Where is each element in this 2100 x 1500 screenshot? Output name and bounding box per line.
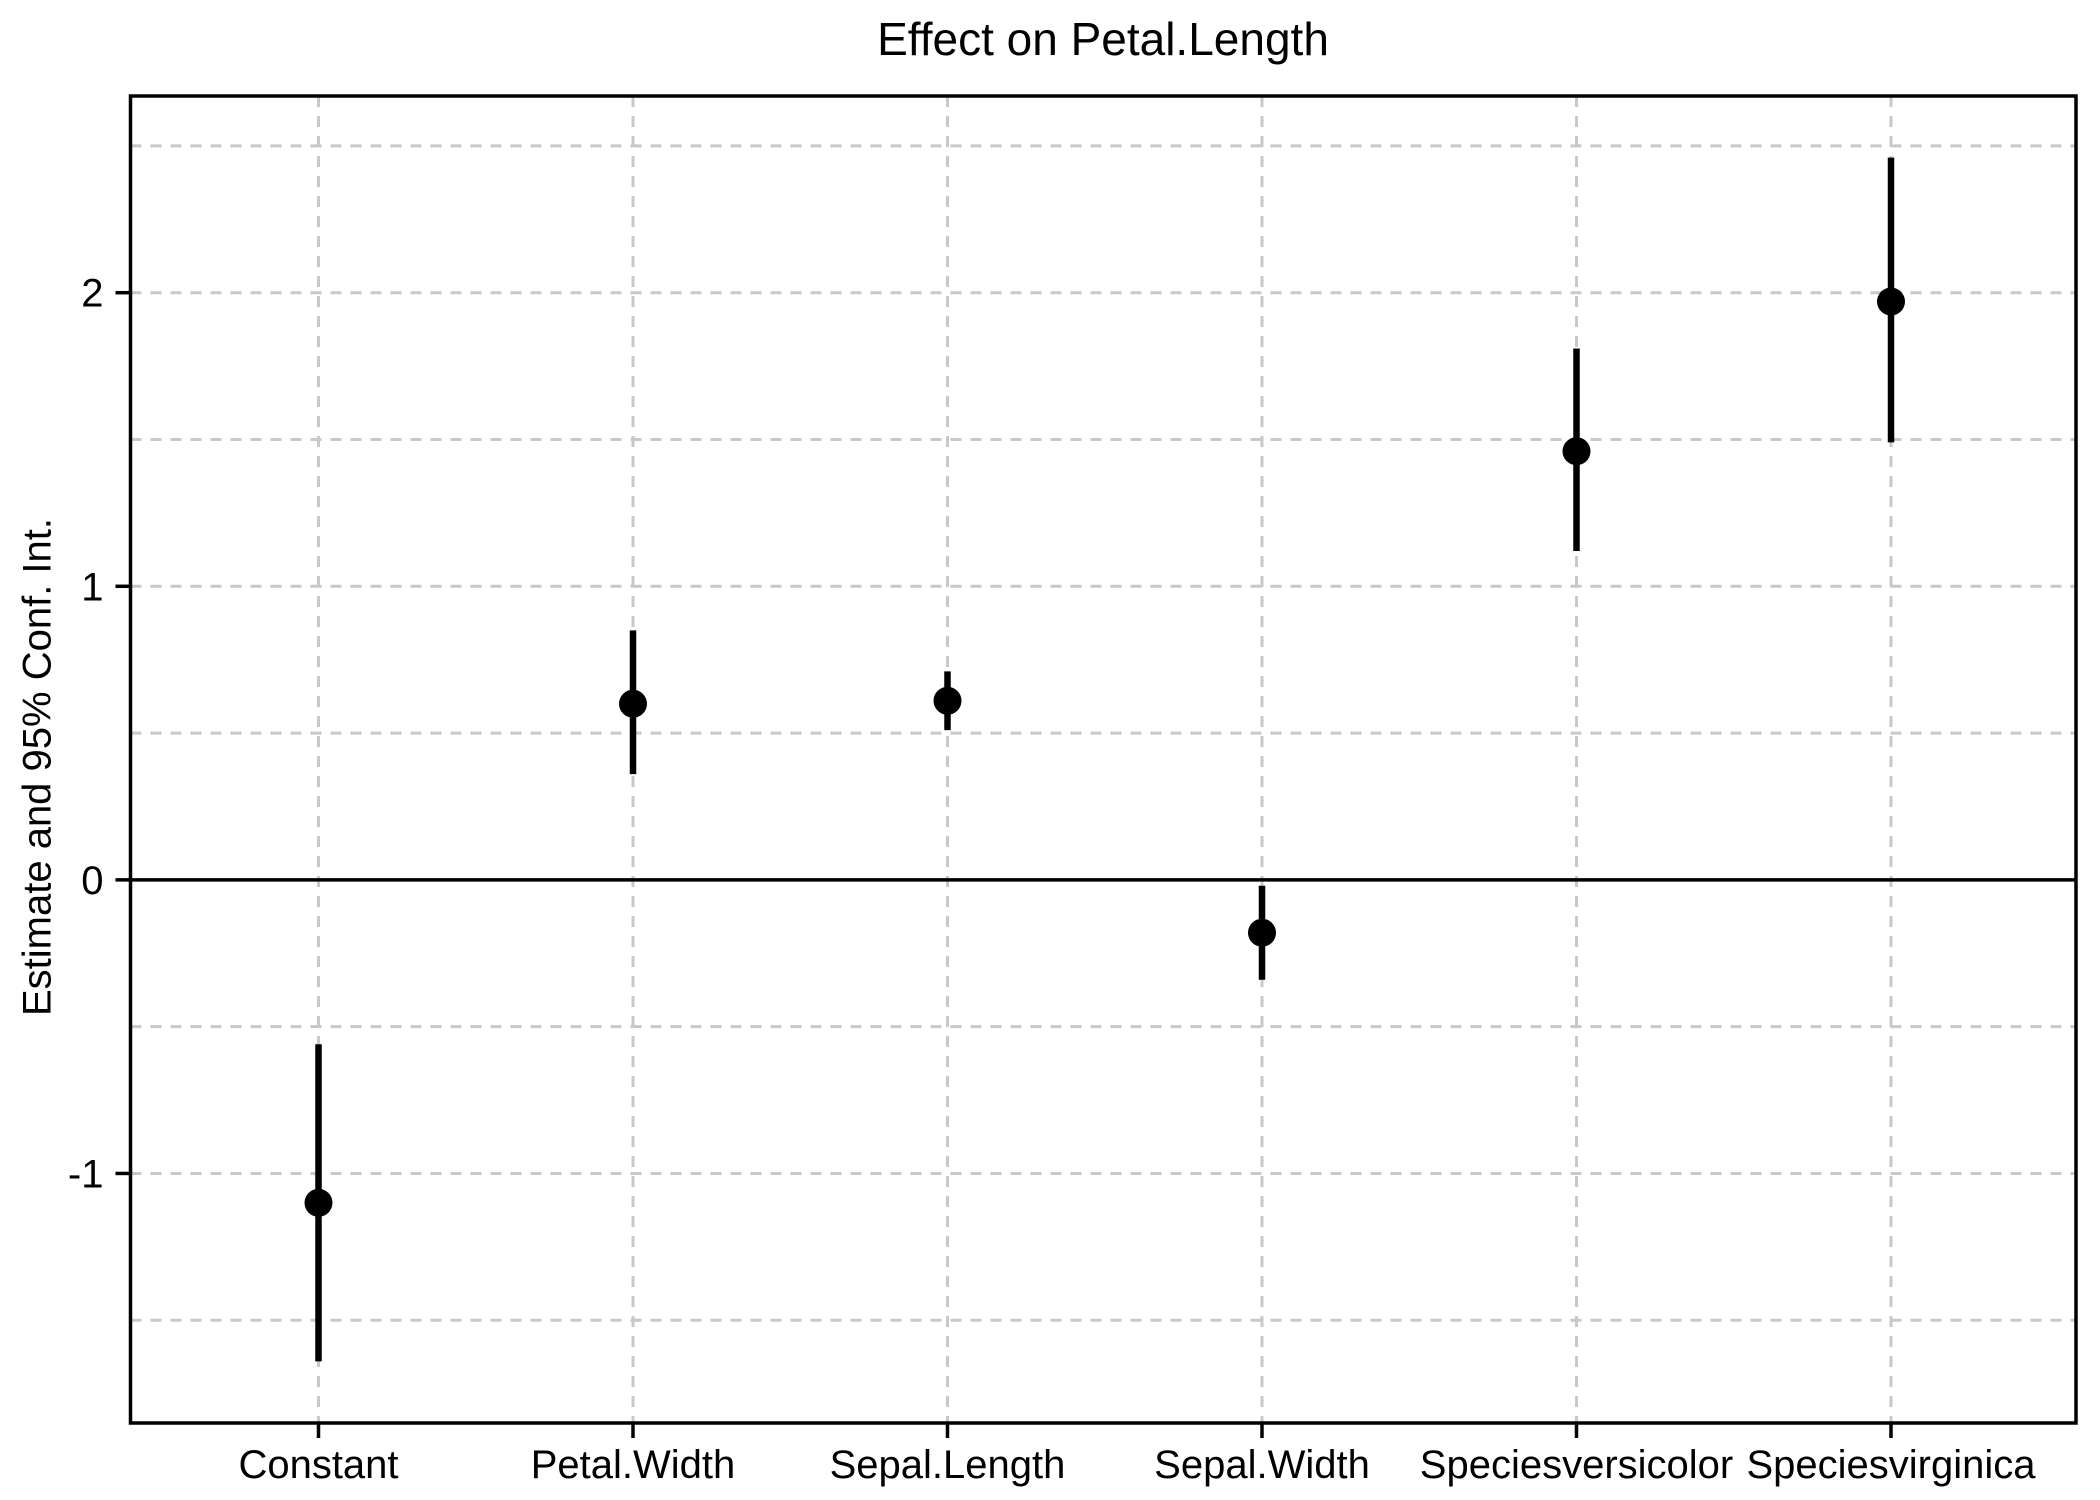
x-tick-label: Speciesvirginica [1746,1443,2036,1487]
x-tick-label: Speciesversicolor [1420,1443,1733,1487]
x-tick-label: Sepal.Length [830,1443,1066,1487]
x-tick-label: Petal.Width [531,1443,736,1487]
y-tick-label: 1 [81,565,103,609]
estimate-point-speciesversicolor [1562,437,1591,466]
x-tick-label: Sepal.Width [1154,1443,1370,1487]
panel-border [128,94,2078,1425]
panel-background [130,96,2076,1423]
x-tick-label: Constant [238,1443,398,1487]
estimate-point-petal-width [619,689,647,718]
y-tick-label: 0 [81,859,103,903]
y-tick-label: -1 [68,1152,104,1196]
chart-title: Effect on Petal.Length [877,13,1329,65]
y-tick-label: 2 [81,272,103,316]
estimate-point-constant [304,1188,333,1217]
estimate-point-speciesvirginica [1877,287,1905,316]
estimate-point-sepal-length [933,686,962,715]
estimate-point-sepal-width [1248,918,1276,947]
